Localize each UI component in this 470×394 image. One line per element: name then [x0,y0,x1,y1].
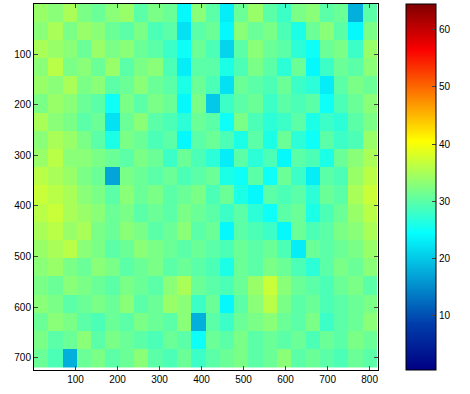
svg-text:400: 400 [14,200,31,211]
svg-text:500: 500 [235,374,252,385]
svg-text:500: 500 [14,251,31,262]
svg-text:10: 10 [439,310,451,321]
svg-text:200: 200 [109,374,126,385]
svg-text:50: 50 [439,81,451,92]
svg-text:40: 40 [439,139,451,150]
svg-text:60: 60 [439,24,451,35]
svg-text:100: 100 [67,374,84,385]
svg-text:600: 600 [14,302,31,313]
svg-text:300: 300 [151,374,168,385]
svg-text:20: 20 [439,253,451,264]
svg-text:800: 800 [361,374,378,385]
svg-text:600: 600 [277,374,294,385]
svg-text:700: 700 [14,352,31,363]
svg-text:400: 400 [193,374,210,385]
svg-text:300: 300 [14,150,31,161]
svg-text:200: 200 [14,99,31,110]
svg-text:100: 100 [14,49,31,60]
svg-text:700: 700 [319,374,336,385]
svg-text:30: 30 [439,196,451,207]
